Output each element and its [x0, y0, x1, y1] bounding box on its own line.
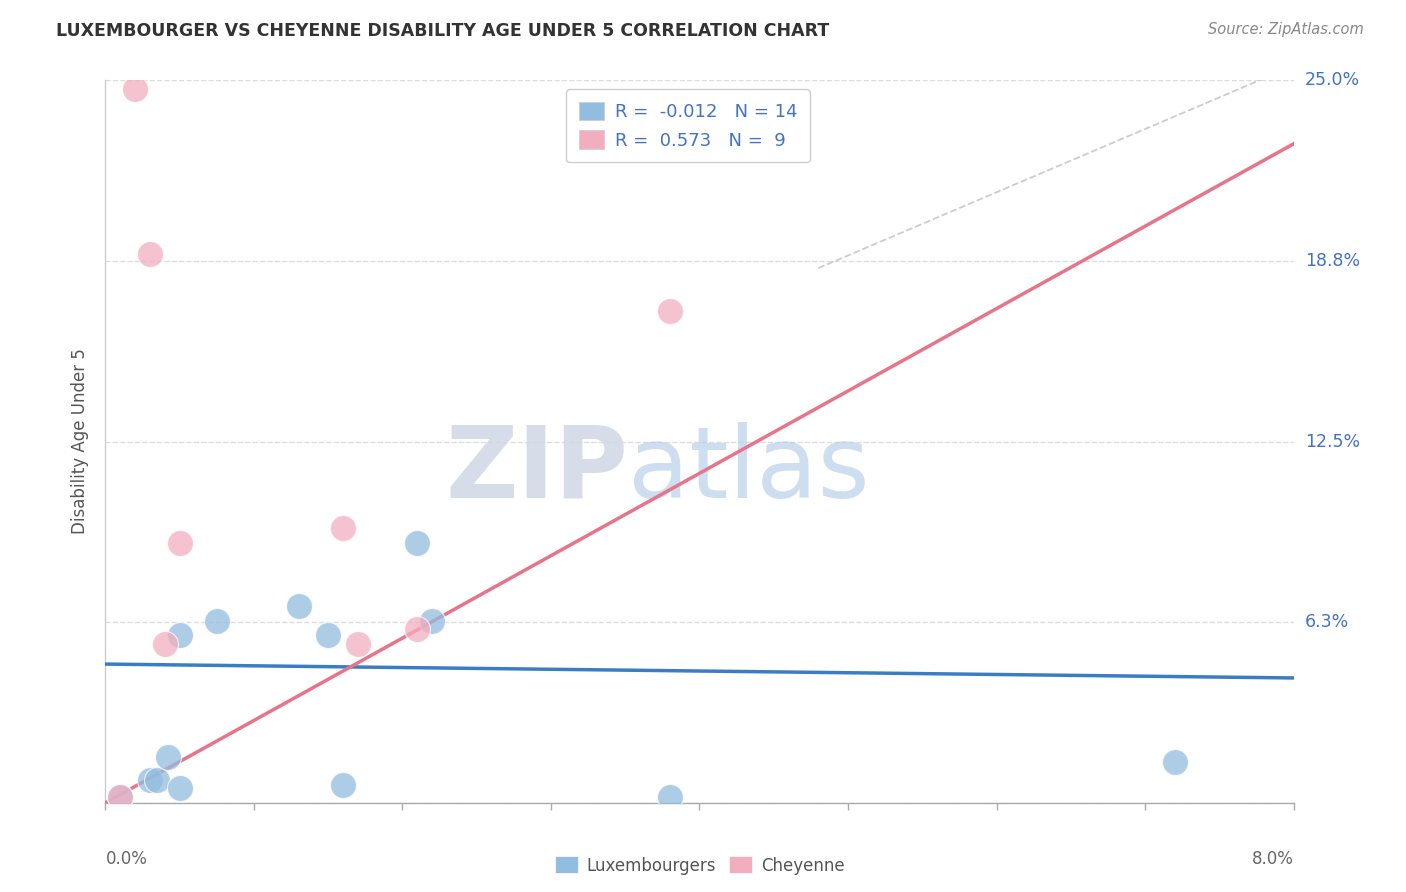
Text: LUXEMBOURGER VS CHEYENNE DISABILITY AGE UNDER 5 CORRELATION CHART: LUXEMBOURGER VS CHEYENNE DISABILITY AGE …	[56, 22, 830, 40]
Point	[287, 599, 309, 614]
Text: 8.0%: 8.0%	[1251, 850, 1294, 868]
Text: ZIP: ZIP	[446, 422, 628, 519]
Text: 0.0%: 0.0%	[105, 850, 148, 868]
Point	[406, 623, 429, 637]
Point	[332, 779, 354, 793]
Point	[205, 614, 228, 628]
Point	[169, 535, 191, 549]
Point	[139, 772, 162, 787]
Text: 6.3%: 6.3%	[1305, 613, 1348, 632]
Text: Source: ZipAtlas.com: Source: ZipAtlas.com	[1208, 22, 1364, 37]
Text: 12.5%: 12.5%	[1305, 433, 1360, 450]
Text: 18.8%: 18.8%	[1305, 252, 1360, 270]
Point	[146, 772, 169, 787]
Point	[124, 82, 146, 96]
Y-axis label: Disability Age Under 5: Disability Age Under 5	[72, 349, 90, 534]
Text: atlas: atlas	[628, 422, 870, 519]
Point	[169, 781, 191, 796]
Point	[347, 637, 370, 651]
Point	[406, 535, 429, 549]
Point	[658, 304, 681, 318]
Point	[658, 790, 681, 805]
Point	[110, 790, 132, 805]
Point	[316, 628, 339, 642]
Point	[153, 637, 176, 651]
Point	[1164, 756, 1187, 770]
Point	[332, 521, 354, 535]
Point	[156, 749, 179, 764]
Point	[139, 246, 162, 260]
Point	[420, 614, 443, 628]
Point	[110, 790, 132, 805]
Point	[169, 628, 191, 642]
Text: 25.0%: 25.0%	[1305, 71, 1360, 89]
Legend: Luxembourgers, Cheyenne: Luxembourgers, Cheyenne	[548, 850, 851, 881]
